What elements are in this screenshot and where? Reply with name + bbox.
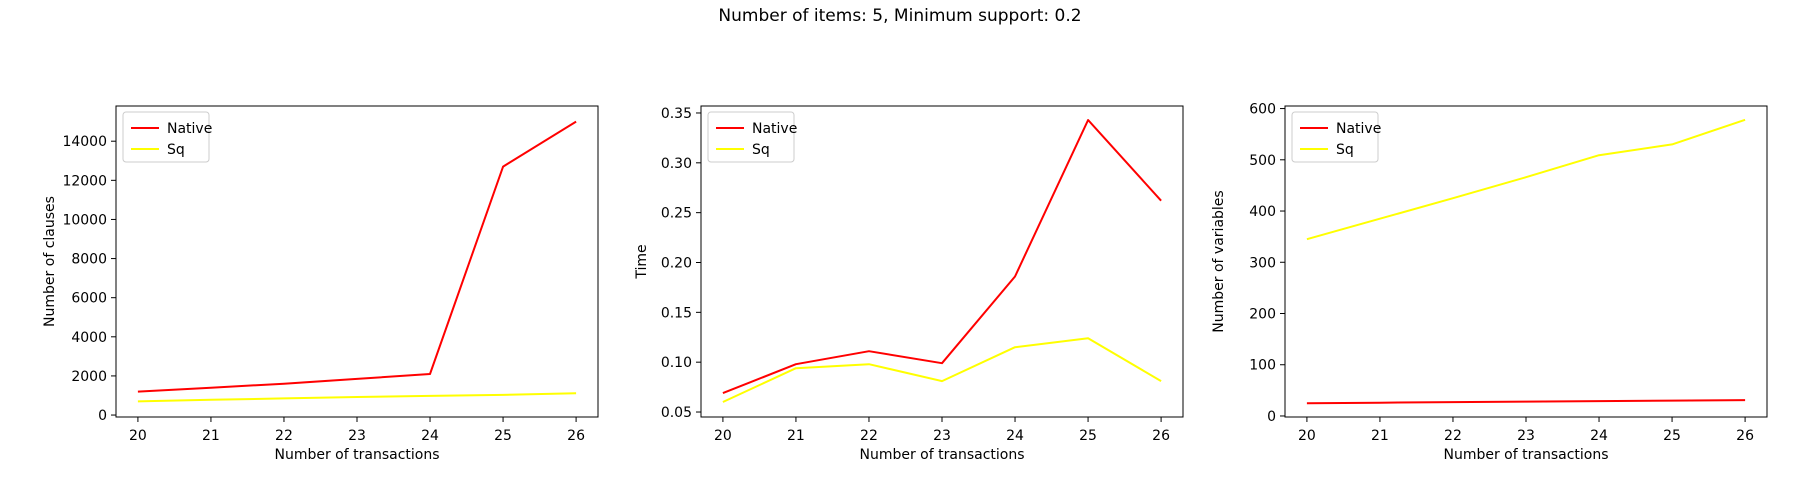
x-tick-label: 23 bbox=[348, 428, 366, 444]
legend-box bbox=[1291, 111, 1379, 163]
x-tick-label: 25 bbox=[1079, 428, 1097, 444]
x-tick-label: 26 bbox=[1736, 428, 1754, 444]
y-tick-label: 0.05 bbox=[661, 405, 692, 421]
x-tick-label: 21 bbox=[787, 428, 805, 444]
y-tick-label: 14000 bbox=[62, 134, 107, 150]
y-tick-label: 0.30 bbox=[661, 156, 692, 172]
legend-box bbox=[707, 111, 795, 163]
x-tick-label: 22 bbox=[1444, 428, 1462, 444]
legend-label-native: Native bbox=[752, 121, 797, 137]
y-tick-label: 300 bbox=[1249, 255, 1276, 271]
x-tick-label: 24 bbox=[1590, 428, 1608, 444]
y-tick-label: 6000 bbox=[71, 291, 107, 307]
y-tick-label: 2000 bbox=[71, 369, 107, 385]
y-axis-label: Number of clauses bbox=[42, 196, 58, 327]
series-line-native bbox=[137, 120, 577, 393]
x-tick-label: 21 bbox=[1371, 428, 1389, 444]
x-tick-label: 21 bbox=[202, 428, 220, 444]
y-tick-label: 400 bbox=[1249, 204, 1276, 220]
y-axis-label: Number of variables bbox=[1211, 190, 1227, 332]
x-tick-label: 20 bbox=[129, 428, 147, 444]
x-axis-label: Number of transactions bbox=[859, 447, 1024, 463]
y-tick-label: 0.25 bbox=[661, 206, 692, 222]
x-tick-label: 24 bbox=[1006, 428, 1024, 444]
plot-frame bbox=[1284, 105, 1768, 418]
y-tick-label: 8000 bbox=[71, 252, 107, 268]
legend-label-sq: Sq bbox=[1336, 142, 1354, 158]
y-tick-label: 0.35 bbox=[661, 106, 692, 122]
y-tick-label: 0.15 bbox=[661, 305, 692, 321]
legend-label-native: Native bbox=[1336, 121, 1381, 137]
legend-label-native: Native bbox=[167, 121, 212, 137]
series-line-sq bbox=[1306, 118, 1746, 241]
y-tick-label: 100 bbox=[1249, 358, 1276, 374]
chart-panel-1: 20 21 22 23 24 25 26 0 2000 4000 6000 8000 10000 1200… bbox=[42, 105, 599, 463]
y-tick-label: 500 bbox=[1249, 153, 1276, 169]
y-tick-label: 10000 bbox=[62, 212, 107, 228]
x-tick-label: 26 bbox=[567, 428, 585, 444]
series-line-native bbox=[722, 119, 1162, 395]
x-tick-label: 23 bbox=[1517, 428, 1535, 444]
y-tick-label: 0 bbox=[1267, 409, 1276, 425]
x-tick-label: 22 bbox=[275, 428, 293, 444]
x-tick-label: 25 bbox=[1663, 428, 1681, 444]
series-line-native bbox=[1306, 399, 1746, 405]
y-tick-label: 600 bbox=[1249, 102, 1276, 118]
y-tick-label: 0.20 bbox=[661, 255, 692, 271]
figure-title: Number of items: 5, Minimum support: 0.2 bbox=[718, 6, 1082, 26]
x-tick-label: 25 bbox=[494, 428, 512, 444]
y-axis-label: Time bbox=[634, 244, 650, 279]
y-tick-label: 0 bbox=[98, 408, 107, 424]
y-tick-label: 0.10 bbox=[661, 355, 692, 371]
series-line-sq bbox=[137, 392, 577, 403]
legend-label-sq: Sq bbox=[167, 142, 185, 158]
y-tick-label: 12000 bbox=[62, 173, 107, 189]
x-tick-label: 24 bbox=[421, 428, 439, 444]
chart-panel-3: 20 21 22 23 24 25 26 0 100 200 300 400 500 600 Number … bbox=[1211, 102, 1768, 463]
x-tick-label: 20 bbox=[714, 428, 732, 444]
y-tick-label: 200 bbox=[1249, 307, 1276, 323]
x-axis-label: Number of transactions bbox=[274, 447, 439, 463]
x-tick-label: 22 bbox=[860, 428, 878, 444]
x-axis-label: Number of transactions bbox=[1443, 447, 1608, 463]
y-tick-label: 4000 bbox=[71, 330, 107, 346]
series-line-sq bbox=[722, 337, 1162, 403]
x-tick-label: 26 bbox=[1152, 428, 1170, 444]
plot-frame bbox=[115, 105, 599, 418]
chart-panel-2: 20 21 22 23 24 25 26 0.05 0.10 0.15 0.20 0.25 0.30 0.… bbox=[634, 105, 1184, 463]
legend-box bbox=[122, 111, 210, 163]
x-tick-label: 23 bbox=[933, 428, 951, 444]
plot-frame bbox=[700, 105, 1184, 418]
legend-label-sq: Sq bbox=[752, 142, 770, 158]
x-tick-label: 20 bbox=[1298, 428, 1316, 444]
